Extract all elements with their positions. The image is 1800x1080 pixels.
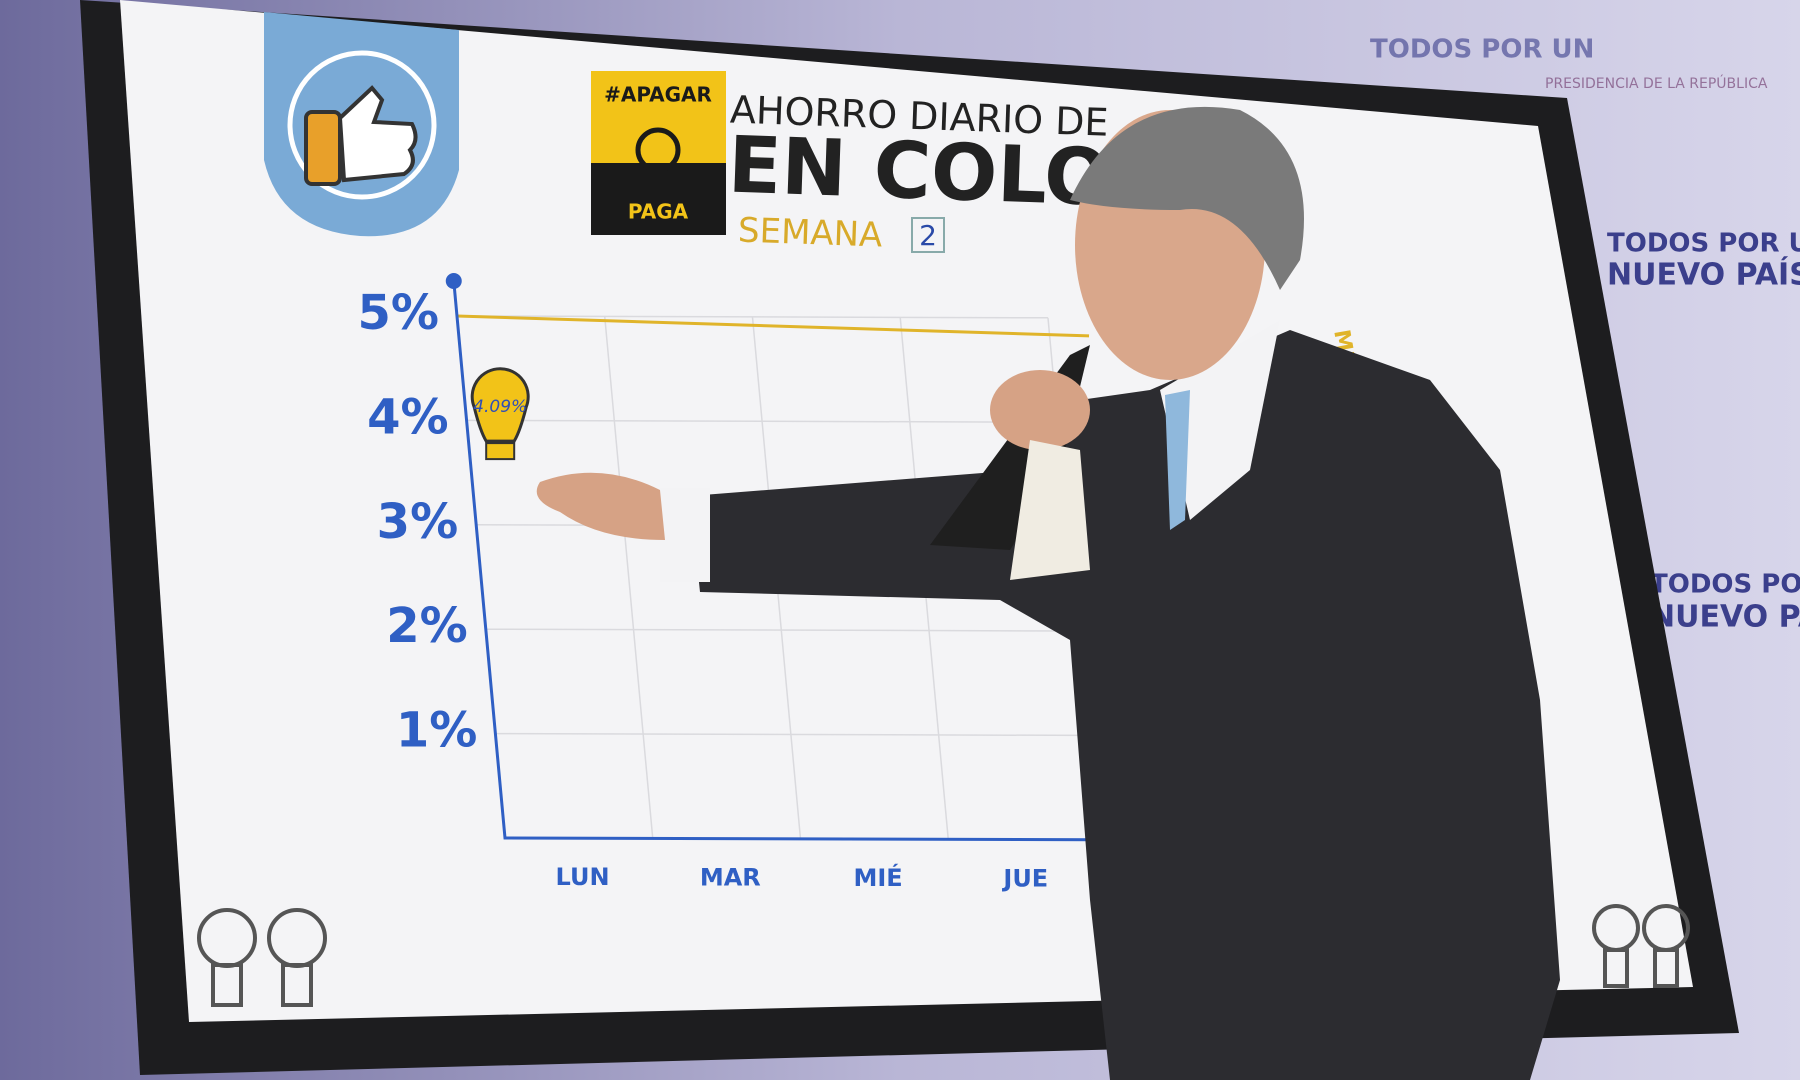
y-tick-label: 1%	[396, 703, 478, 759]
x-tick-label: MAR	[700, 864, 761, 892]
grid-line	[456, 315, 1048, 319]
x-tick-label: JUE	[1001, 865, 1048, 893]
board-title-2: EN COLO	[727, 121, 1112, 224]
axis-dot	[445, 273, 462, 289]
backdrop-text: TODOS POR UN	[1370, 35, 1594, 65]
value-label: 4.09%	[473, 397, 527, 417]
grid-column	[603, 316, 654, 839]
y-tick-label: 2%	[386, 598, 468, 654]
week-box	[911, 217, 945, 253]
backdrop-text: TODOS POR UN	[1607, 229, 1800, 259]
grid-line	[485, 628, 1077, 632]
x-tick-label: LUN	[556, 863, 610, 891]
logo-top: #APAGAR	[604, 83, 712, 107]
week-number: 2	[919, 219, 937, 252]
thumb-hand	[337, 85, 418, 183]
grid-line	[495, 732, 1087, 737]
thumb-cuff	[304, 110, 342, 186]
axes	[452, 280, 1097, 842]
logo-bulb	[635, 127, 681, 173]
y-tick-label: 3%	[377, 494, 459, 550]
backdrop-text: NUEVO PAÍS	[1607, 257, 1800, 293]
bulb-marker: 4.09%	[470, 367, 530, 461]
target-line	[456, 314, 1090, 338]
backdrop-text: TODOS POR UN	[1650, 570, 1800, 600]
logo-yellow	[591, 71, 726, 163]
grid-line	[466, 419, 1058, 423]
bulb	[470, 367, 530, 443]
y-tick-label: 5%	[357, 285, 439, 341]
corner-bulbs	[197, 904, 1690, 1007]
bulb-base	[485, 442, 516, 461]
backdrop-text: NUEVO PAÍS	[1650, 599, 1800, 635]
y-tick-label: 4%	[367, 389, 449, 445]
person	[536, 106, 1560, 1080]
backdrop-text: PRESIDENCIA DE LA REPÚBLICA	[1545, 74, 1768, 92]
week-label: SEMANA	[737, 211, 883, 256]
x-tick-label: MIÉ	[853, 863, 902, 892]
logo-bottom: PAGA	[628, 200, 689, 224]
